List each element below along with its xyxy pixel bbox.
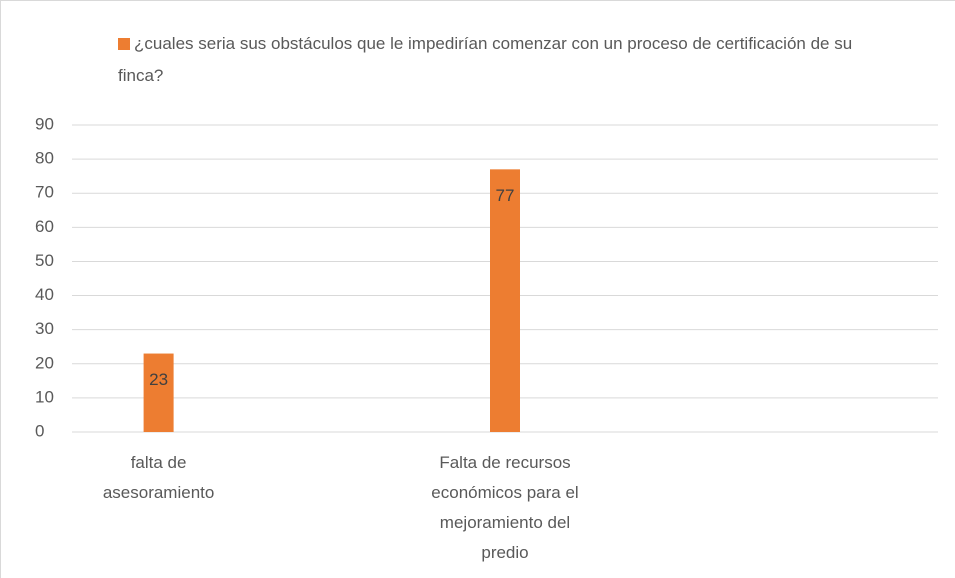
bar (490, 169, 520, 432)
y-tick-label: 0 (35, 421, 44, 440)
y-tick-label: 80 (35, 149, 54, 168)
y-tick-label: 30 (35, 319, 54, 338)
value-label: 77 (496, 186, 515, 205)
legend-label: ¿cuales seria sus obstáculos que le impe… (118, 34, 853, 85)
y-tick-label: 70 (35, 183, 54, 202)
y-tick-label: 10 (35, 387, 54, 406)
x-tick-label: falta de asesoramiento (102, 453, 215, 502)
y-tick-label: 50 (35, 251, 54, 270)
bar (143, 353, 174, 432)
y-tick-label: 40 (35, 285, 54, 304)
legend: ¿cuales seria sus obstáculos que le impe… (118, 28, 878, 92)
legend-swatch (118, 38, 130, 50)
value-label: 23 (149, 370, 168, 389)
y-tick-label: 20 (35, 353, 54, 372)
x-tick-label: Falta de recursos económicos para el mej… (431, 453, 579, 562)
y-tick-label: 90 (35, 114, 54, 133)
y-tick-label: 60 (35, 217, 54, 236)
